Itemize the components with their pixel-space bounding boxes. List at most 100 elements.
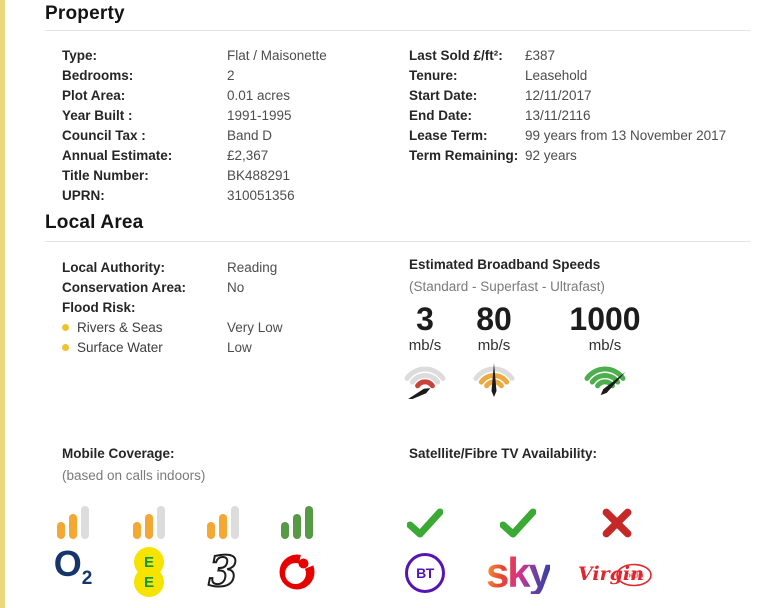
divider [45,30,750,31]
field-label: Bedrooms: [62,67,134,83]
ee-logo-letter: E [134,567,164,597]
bt-logo: BT [387,548,463,598]
field-label: Flood Risk: [62,299,136,315]
field-row-year-built: Year Built : 1991-1995 [62,105,327,125]
o2-logo: O2 [41,546,105,596]
field-label: Conservation Area: [62,279,187,295]
field-label: Start Date: [409,87,478,103]
speed-value: 3 [416,301,434,337]
tv-provider-bt: BT [387,504,463,598]
speed-unit: mb/s [588,337,622,354]
field-row-end-date: End Date: 13/11/2116 [409,105,726,125]
flood-risk-label: Surface Water [77,339,163,355]
field-value: 1991-1995 [227,107,292,123]
virgin-word: Virgin [578,563,644,585]
mobile-coverage-subtitle: (based on calls indoors) [62,468,206,483]
field-label: Council Tax : [62,127,146,143]
broadband-title: Estimated Broadband Speeds [409,257,601,272]
field-value: £2,367 [227,147,269,163]
local-area-fields: Local Authority: Reading Conservation Ar… [62,257,283,357]
tv-provider-sky: sky [480,504,556,598]
field-value: £387 [525,47,556,63]
speed-unit: mb/s [408,337,442,354]
field-row-council-tax: Council Tax : Band D [62,125,327,145]
field-row-bedrooms: Bedrooms: 2 [62,65,327,85]
field-value: 0.01 acres [227,87,291,103]
flood-risk-label: Rivers & Seas [77,319,163,335]
o2-logo-sub: 2 [81,568,93,590]
mobile-coverage-title: Mobile Coverage: [62,446,175,461]
field-label: Year Built : [62,107,133,123]
flood-risk-value: Low [227,339,252,355]
bullet-icon [62,323,69,331]
field-value: Reading [227,259,278,275]
field-value: 2 [227,67,235,83]
speedometer-slow-icon [399,361,451,405]
o2-logo-text: O [53,543,82,585]
field-row-local-authority: Local Authority: Reading [62,257,283,277]
field-label: Last Sold £/ft²: [409,47,503,63]
broadband-speed-standard: 3 mb/s [399,301,451,405]
field-label: Plot Area: [62,87,126,103]
speedometer-medium-icon [468,361,520,404]
field-row-annual-estimate: Annual Estimate: £2,367 [62,145,327,165]
signal-bars-icon [191,505,255,539]
property-section-title: Property [45,3,125,24]
speed-value: 80 [476,301,512,337]
field-row-lease-term: Lease Term: 99 years from 13 November 20… [409,125,726,145]
cross-icon [575,504,659,542]
field-row-flood-risk: Flood Risk: [62,297,283,317]
field-value: BK488291 [227,167,291,183]
field-label: End Date: [409,107,473,123]
field-value: Leasehold [525,67,588,83]
property-right-fields: Last Sold £/ft²: £387 Tenure: Leasehold … [409,45,726,165]
field-value: Band D [227,127,273,143]
divider [45,241,750,242]
mobile-provider-o2: O2 [41,505,105,596]
field-value: 310051356 [227,187,295,203]
field-value: 92 years [525,147,577,163]
property-left-fields: Type: Flat / Maisonette Bedrooms: 2 Plot… [62,45,327,205]
field-label: Title Number: [62,167,149,183]
field-row-tenure: Tenure: Leasehold [409,65,726,85]
field-label: Annual Estimate: [62,147,173,163]
field-row-conservation-area: Conservation Area: No [62,277,283,297]
field-label: Type: [62,47,98,63]
broadband-speed-superfast: 80 mb/s [468,303,520,404]
speedometer-fast-icon [553,361,657,404]
local-area-section-title: Local Area [45,212,144,233]
tv-provider-virgin-media: media Virgin [575,504,659,598]
field-value: Flat / Maisonette [227,47,327,63]
field-row-title-number: Title Number: BK488291 [62,165,327,185]
bullet-icon [62,343,69,351]
mobile-provider-vodafone [265,505,329,596]
field-label: UPRN: [62,187,105,203]
field-value: 13/11/2116 [525,107,591,123]
field-label: Local Authority: [62,259,165,275]
field-row-uprn: UPRN: 310051356 [62,185,327,205]
check-icon [480,504,556,542]
field-row-start-date: Start Date: 12/11/2017 [409,85,726,105]
sky-logo-text: sky [485,549,552,596]
field-row-plot-area: Plot Area: 0.01 acres [62,85,327,105]
field-value: 12/11/2017 [525,87,592,103]
field-row-term-remaining: Term Remaining: 92 years [409,145,726,165]
virgin-media-logo: media Virgin [575,548,659,598]
flood-risk-value: Very Low [227,319,283,335]
field-label: Term Remaining: [409,147,519,163]
flood-risk-surface-water: Surface Water Low [62,337,283,357]
mobile-provider-three: 3 [191,505,255,596]
ee-logo: E E [117,547,181,597]
field-value: No [227,279,245,295]
signal-bars-icon [41,505,105,539]
broadband-subtitle: (Standard - Superfast - Ultrafast) [409,279,605,294]
sky-logo: sky [480,548,556,598]
signal-bars-icon [265,505,329,539]
field-row-last-sold: Last Sold £/ft²: £387 [409,45,726,65]
three-logo-text: 3 [207,547,238,596]
broadband-speed-ultrafast: 1000 mb/s [553,303,657,404]
bt-logo-text: BT [416,565,434,581]
virgin-media-word: media [624,573,643,580]
three-logo: 3 [191,548,255,596]
